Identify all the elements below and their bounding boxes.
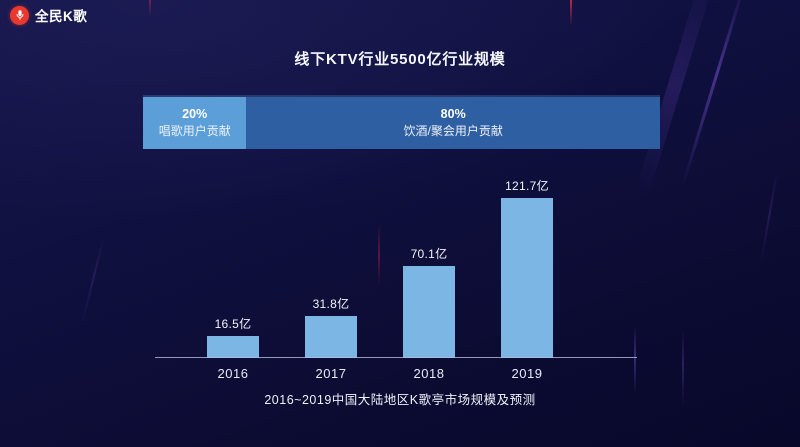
bar-value-label: 16.5亿 <box>214 317 252 331</box>
bar-group: 31.8亿 <box>282 295 380 358</box>
bar <box>305 316 357 358</box>
app-logo: 全民K歌 <box>10 5 87 25</box>
bar-group: 121.7亿 <box>478 177 576 358</box>
x-tick-label: 2016 <box>217 366 249 381</box>
bar <box>207 336 259 358</box>
segment-percent: 20% <box>182 107 208 122</box>
bar-value-label: 121.7亿 <box>505 179 549 193</box>
x-tick-label: 2019 <box>511 366 543 381</box>
user-contribution-stacked-bar: 20% 唱歌用户贡献 80% 饮酒/聚会用户贡献 <box>143 97 660 149</box>
app-logo-text: 全民K歌 <box>35 9 88 24</box>
segment-percent: 80% <box>440 107 466 122</box>
microphone-icon <box>10 5 29 25</box>
bar-value-label: 70.1亿 <box>410 247 448 261</box>
bar-value-label: 31.8亿 <box>312 297 350 311</box>
x-tick-label: 2017 <box>315 366 347 381</box>
segment-label: 唱歌用户贡献 <box>158 124 231 139</box>
x-axis-line <box>155 357 637 358</box>
chart-caption: 2016~2019中国大陆地区K歌亭市场规模及预测 <box>264 393 536 407</box>
bar-group: 70.1亿 <box>380 245 478 358</box>
stacked-segment-singing-users: 20% 唱歌用户贡献 <box>143 97 247 149</box>
bar <box>403 266 455 358</box>
bar <box>501 198 553 358</box>
segment-label: 饮酒/聚会用户贡献 <box>403 124 503 139</box>
stacked-segment-drinking-party-users: 80% 饮酒/聚会用户贡献 <box>246 97 660 149</box>
slide-title: 线下KTV行业5500亿行业规模 <box>294 51 506 68</box>
bar-group: 16.5亿 <box>184 315 282 358</box>
x-tick-label: 2018 <box>413 366 445 381</box>
